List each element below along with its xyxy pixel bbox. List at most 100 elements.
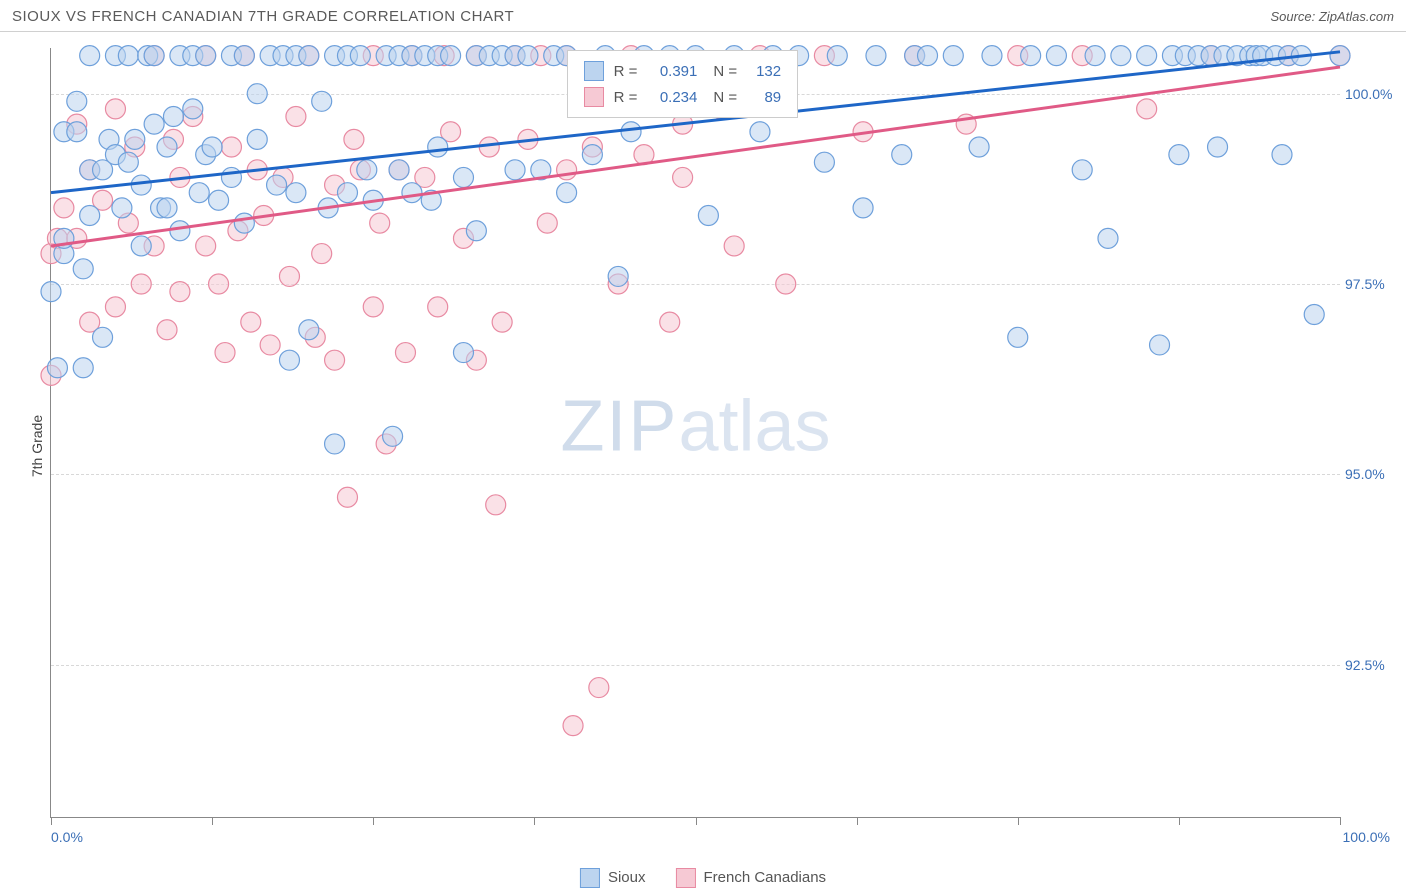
data-point xyxy=(299,46,319,66)
data-point xyxy=(1272,145,1292,165)
data-point xyxy=(247,129,267,149)
data-point xyxy=(1085,46,1105,66)
data-point xyxy=(660,312,680,332)
french-legend-item: French Canadians xyxy=(675,868,826,888)
data-point xyxy=(1137,46,1157,66)
data-point xyxy=(1021,46,1041,66)
sioux-swatch-icon xyxy=(584,61,604,81)
data-point xyxy=(1304,304,1324,324)
sioux-legend-item: Sioux xyxy=(580,868,646,888)
data-point xyxy=(1111,46,1131,66)
data-point xyxy=(537,213,557,233)
data-point xyxy=(105,99,125,119)
sioux-swatch-icon xyxy=(580,868,600,888)
data-point xyxy=(557,183,577,203)
data-point xyxy=(1208,137,1228,157)
n-label: N = xyxy=(703,59,741,83)
x-tick xyxy=(534,817,535,825)
data-point xyxy=(157,137,177,157)
x-tick xyxy=(1018,817,1019,825)
data-point xyxy=(125,129,145,149)
data-point xyxy=(608,266,628,286)
data-point xyxy=(105,297,125,317)
data-point xyxy=(337,183,357,203)
data-point xyxy=(215,343,235,363)
data-point xyxy=(350,46,370,66)
data-point xyxy=(312,91,332,111)
data-point xyxy=(170,221,190,241)
data-point xyxy=(1150,335,1170,355)
n-label: N = xyxy=(703,85,741,109)
data-point xyxy=(582,145,602,165)
data-point xyxy=(234,46,254,66)
data-point xyxy=(279,350,299,370)
data-point xyxy=(505,160,525,180)
scatter-chart: ZIPatlas R = 0.391 N = 132 R = 0.234 N =… xyxy=(50,48,1340,818)
data-point xyxy=(943,46,963,66)
data-point xyxy=(209,190,229,210)
series-legend: Sioux French Canadians xyxy=(580,868,826,888)
data-point xyxy=(428,297,448,317)
data-point xyxy=(118,46,138,66)
x-tick xyxy=(1340,817,1341,825)
data-point xyxy=(1169,145,1189,165)
r-label: R = xyxy=(610,59,642,83)
x-tick xyxy=(373,817,374,825)
data-point xyxy=(866,46,886,66)
data-point xyxy=(453,343,473,363)
data-point xyxy=(196,236,216,256)
data-point xyxy=(144,114,164,134)
data-point xyxy=(267,175,287,195)
data-point xyxy=(67,91,87,111)
data-point xyxy=(453,167,473,187)
data-point xyxy=(286,183,306,203)
chart-source: Source: ZipAtlas.com xyxy=(1270,9,1394,24)
data-point xyxy=(402,183,422,203)
data-point xyxy=(492,312,512,332)
data-point xyxy=(221,137,241,157)
data-point xyxy=(170,282,190,302)
data-point xyxy=(163,107,183,127)
data-point xyxy=(241,312,261,332)
y-axis-label: 7th Grade xyxy=(29,415,45,477)
chart-header: SIOUX VS FRENCH CANADIAN 7TH GRADE CORRE… xyxy=(0,0,1406,32)
data-point xyxy=(93,327,113,347)
data-point xyxy=(370,213,390,233)
data-point xyxy=(486,495,506,515)
data-point xyxy=(1046,46,1066,66)
r-label: R = xyxy=(610,85,642,109)
data-point xyxy=(383,426,403,446)
x-tick xyxy=(1179,817,1180,825)
data-point xyxy=(969,137,989,157)
data-point xyxy=(1137,99,1157,119)
data-point xyxy=(344,129,364,149)
data-point xyxy=(1008,327,1028,347)
data-point xyxy=(698,206,718,226)
x-tick-label: 100.0% xyxy=(1343,829,1390,845)
x-tick xyxy=(51,817,52,825)
data-point xyxy=(428,137,448,157)
french-n-value: 89 xyxy=(747,89,781,106)
data-point xyxy=(54,198,74,218)
y-tick-label: 95.0% xyxy=(1345,466,1400,482)
data-point xyxy=(196,46,216,66)
data-point xyxy=(286,107,306,127)
data-point xyxy=(221,167,241,187)
data-point xyxy=(518,46,538,66)
french-r-value: 0.234 xyxy=(647,89,697,106)
data-point xyxy=(918,46,938,66)
data-point xyxy=(389,160,409,180)
data-point xyxy=(157,198,177,218)
data-point xyxy=(1098,228,1118,248)
data-point xyxy=(73,358,93,378)
data-point xyxy=(827,46,847,66)
data-point xyxy=(1072,160,1092,180)
data-point xyxy=(260,335,280,355)
data-point xyxy=(67,122,87,142)
data-point xyxy=(131,274,151,294)
y-tick-label: 97.5% xyxy=(1345,276,1400,292)
data-point xyxy=(673,167,693,187)
data-point xyxy=(325,350,345,370)
correlation-legend: R = 0.391 N = 132 R = 0.234 N = 89 xyxy=(567,50,799,118)
y-tick-label: 100.0% xyxy=(1345,86,1400,102)
